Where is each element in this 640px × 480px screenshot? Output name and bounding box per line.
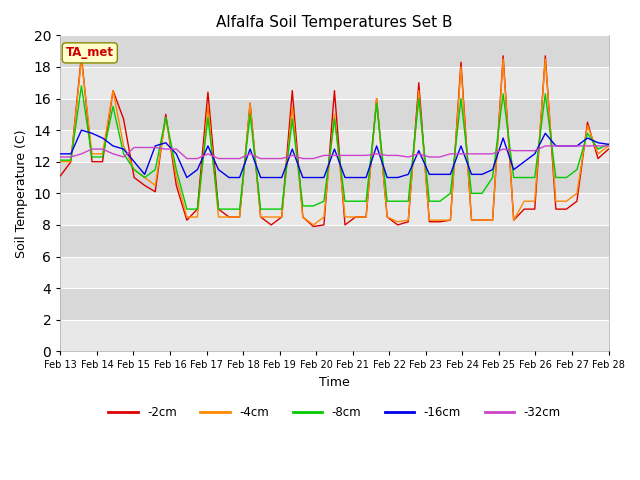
Bar — [60, 130, 609, 162]
Bar — [60, 288, 609, 320]
Bar — [60, 162, 609, 193]
Bar — [60, 225, 609, 256]
X-axis label: Time: Time — [319, 376, 350, 389]
Bar — [60, 36, 609, 67]
Title: Alfalfa Soil Temperatures Set B: Alfalfa Soil Temperatures Set B — [216, 15, 452, 30]
Y-axis label: Soil Temperature (C): Soil Temperature (C) — [15, 129, 28, 258]
Bar — [60, 320, 609, 351]
Bar — [60, 193, 609, 225]
Bar — [60, 256, 609, 288]
Text: TA_met: TA_met — [66, 47, 114, 60]
Legend: -2cm, -4cm, -8cm, -16cm, -32cm: -2cm, -4cm, -8cm, -16cm, -32cm — [103, 401, 566, 424]
Bar — [60, 98, 609, 130]
Bar — [60, 67, 609, 98]
